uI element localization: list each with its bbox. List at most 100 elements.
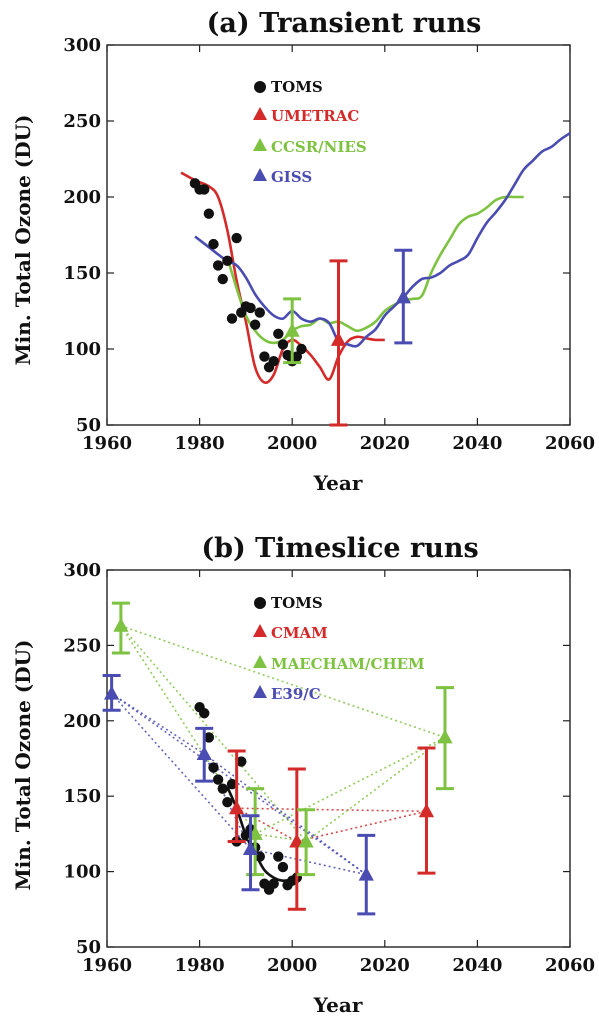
panel-a-ytick-label-50: 50 [76, 415, 101, 436]
panel-a-xtick-label-2020: 2020 [360, 433, 410, 454]
panel-b-title: (b) Timeslice runs [201, 533, 478, 564]
panel-a-ytick-label-100: 100 [63, 339, 101, 360]
panel-b-legend: TOMS CMAM MAECHAM/CHEM E39/C [253, 594, 425, 703]
legend-b-e39c-marker [253, 685, 267, 698]
panel-a-ccsr-nies-errorbar-marker [284, 322, 300, 337]
panel-b-ylabel: Min. Total Ozone (DU) [11, 640, 35, 891]
panel-a: (a) Transient runs Min. Total Ozone (DU)… [11, 8, 595, 495]
panel-a-xtick-label-1960: 1960 [82, 433, 132, 454]
legend-a-giss-label: GISS [271, 168, 312, 186]
e39-c-connector-1-3 [203, 753, 367, 876]
cmam-connector-0-2 [236, 807, 427, 813]
panel-a-toms-point-8 [226, 313, 238, 324]
legend-b-cmam-label: CMAM [271, 624, 328, 642]
panel-a-giss-errorbar-marker [395, 289, 411, 304]
panel-b-ytick-label-100: 100 [63, 862, 101, 883]
panel-a-toms-point-9 [231, 232, 242, 244]
legend-b-toms-marker [254, 597, 266, 609]
panel-b-cmam-marker-2 [418, 803, 435, 818]
panel-b-ytick-label-50: 50 [76, 937, 101, 958]
panel-a-ytick-label-150: 150 [63, 263, 101, 284]
legend-b-maecham-label: MAECHAM/CHEM [271, 655, 425, 673]
panel-a-toms-point-4 [208, 238, 219, 250]
panel-b-plot-frame [106, 569, 571, 948]
panel-a-ytick-label-300: 300 [63, 35, 101, 56]
panel-a-ccsr-nies-line [226, 195, 524, 345]
panel-a-toms-point-6 [217, 273, 228, 285]
panel-a-ytick-label-200: 200 [63, 187, 101, 208]
panel-a-toms-point-19 [277, 339, 289, 350]
panel-b-toms-point-9 [236, 756, 247, 767]
panel-b-ytick-label-300: 300 [63, 560, 101, 581]
maecham-chem-connector-0-2 [120, 625, 307, 842]
panel-a-toms-point-12 [245, 302, 256, 314]
panel-a-umetrac-errorbar-marker [330, 331, 347, 346]
panel-a-toms-point-7 [222, 255, 233, 267]
panel-b-e39-c-marker-3 [358, 866, 374, 881]
panel-b-marks: 1960 1980 2000 2020 2040 2060 50 100 150 200 250 30… [63, 560, 595, 976]
panel-b-ytick-label-250: 250 [63, 635, 101, 656]
panel-a-toms-point-18 [273, 328, 284, 339]
legend-a-toms-marker [254, 81, 266, 93]
legend-b-cmam-marker [253, 624, 267, 637]
legend-b-e39c-label: E39/C [271, 685, 321, 703]
panel-b: (b) Timeslice runs Min. Total Ozone (DU)… [11, 533, 595, 1016]
panel-a-legend: TOMS UMETRAC CCSR/NIES GISS [253, 78, 367, 186]
legend-a-umetrac-label: UMETRAC [271, 107, 359, 125]
panel-a-toms-point-14 [254, 307, 265, 318]
legend-a-umetrac-marker [253, 107, 267, 120]
panel-b-maecham-chem-marker-2 [298, 833, 314, 848]
panel-b-xtick-label-2060: 2060 [545, 955, 595, 976]
panel-a-ytick-label-250: 250 [63, 111, 101, 132]
panel-b-toms-point-4 [212, 774, 224, 785]
panel-b-ytick-label-200: 200 [63, 711, 101, 732]
cmam-connector-0-1 [236, 807, 298, 843]
legend-a-ccsr-marker [253, 138, 267, 151]
panel-a-marks: 1960 1980 2000 2020 2040 2060 50 100 150 200 250 30… [63, 35, 595, 454]
legend-a-ccsr-label: CCSR/NIES [271, 138, 367, 156]
legend-a-giss-marker [253, 168, 267, 181]
panel-b-toms-point-17 [273, 851, 284, 862]
panel-a-xtick-label-2060: 2060 [545, 433, 595, 454]
panel-a-toms-point-15 [259, 351, 270, 362]
panel-b-e39-c-marker-1 [196, 745, 212, 760]
e39-c-connector-0-2 [111, 693, 252, 850]
panel-b-toms-point-6 [222, 797, 233, 808]
legend-b-toms-label: TOMS [271, 594, 323, 612]
panel-a-xtick-label-2040: 2040 [452, 433, 502, 454]
panel-a-xtick-label-1980: 1980 [175, 433, 225, 454]
panel-b-ytick-label-150: 150 [63, 786, 101, 807]
panel-a-toms-point-23 [296, 343, 307, 355]
panel-b-toms-point-2 [203, 732, 215, 743]
panel-b-toms-fit-line [226, 786, 303, 882]
panel-b-toms-point-1 [199, 708, 210, 719]
panel-a-toms-point-17 [268, 355, 279, 367]
panel-b-maecham-chem-marker-0 [113, 617, 129, 632]
legend-b-maecham-marker [253, 655, 267, 668]
panel-a-toms-point-5 [212, 260, 224, 271]
e39-c-connector-0-1 [111, 692, 205, 755]
panel-b-cmam-marker-0 [229, 800, 245, 815]
maecham-chem-connector-1-3 [254, 736, 446, 835]
panel-b-xtick-label-1980: 1980 [175, 955, 225, 976]
panel-b-xtick-label-2040: 2040 [452, 955, 502, 976]
panel-b-e39-c-marker-0 [104, 685, 120, 700]
panel-a-xtick-label-2000: 2000 [267, 433, 317, 454]
panel-a-toms-point-3 [203, 208, 215, 219]
panel-b-toms-point-7 [226, 778, 238, 790]
panel-b-toms-point-3 [208, 762, 219, 773]
panel-a-ylabel: Min. Total Ozone (DU) [11, 115, 35, 366]
panel-a-umetrac-line [180, 171, 385, 384]
panel-a-toms-point-13 [249, 319, 261, 330]
panel-a-title: (a) Transient runs [207, 8, 482, 39]
panel-b-e39-c-marker-2 [242, 840, 259, 855]
panel-a-giss-line [194, 132, 571, 348]
maecham-chem-connector-2-3 [305, 736, 446, 843]
maecham-chem-connector-1-2 [255, 833, 307, 843]
panel-b-xtick-label-2020: 2020 [360, 955, 410, 976]
panel-b-toms-point-5 [217, 783, 228, 794]
panel-a-xlabel: Year [313, 471, 363, 495]
panel-b-toms-point-16 [268, 878, 279, 889]
panel-b-xtick-label-2000: 2000 [267, 955, 317, 976]
